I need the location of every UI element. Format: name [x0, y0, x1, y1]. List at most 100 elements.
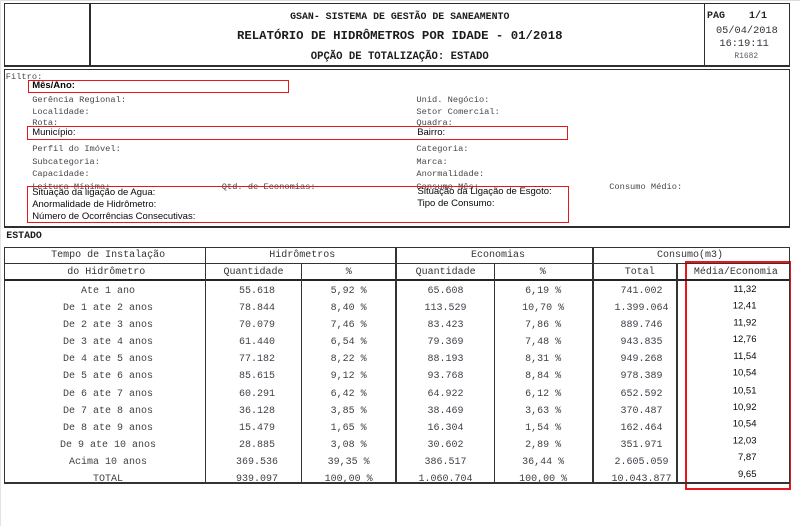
cell-hidrometros-quantidade: 15.479: [238, 422, 275, 434]
cell-economias-percentual: 3,63 %: [525, 405, 562, 417]
col-header-economias: Economias: [470, 250, 525, 261]
cell-media-economia: 10,54: [732, 367, 757, 379]
cell-media-economia: 7,87: [738, 452, 757, 464]
filter-label-situacao-esgoto: Situação da Ligação de Esgoto:: [417, 186, 552, 198]
cell-consumo-total: 889.746: [620, 320, 663, 332]
cell-media-economia: 11,54: [733, 351, 757, 363]
annotation-box-media-economia: [684, 261, 792, 490]
cell-hidrometros-percentual: 7,46 %: [330, 320, 367, 332]
cell-hidrometros-quantidade: 939.097: [235, 474, 278, 486]
filter-label-bairro: Bairro:: [417, 127, 446, 139]
cell-tempo-instalacao: De 9 ate 10 anos: [59, 439, 156, 451]
cell-tempo-instalacao: De 2 ate 3 anos: [62, 320, 153, 332]
table-row: De 2 ate 3 anos 70.079 7,46 % 83.423 7,8…: [4, 317, 790, 334]
report-date: 05/04/2018: [716, 25, 778, 38]
cell-hidrometros-percentual: 9,12 %: [330, 371, 367, 383]
cell-hidrometros-quantidade: 36.128: [238, 405, 275, 417]
filter-label: Quadra:: [416, 118, 453, 129]
table-row: De 5 ate 6 anos 85.615 9,12 % 93.768 8,8…: [4, 368, 790, 385]
filter-left-column: Gerência Regional: Localidade: Rota: Perfil…: [32, 94, 412, 193]
cell-tempo-instalacao: De 4 ate 5 anos: [62, 354, 153, 366]
cell-hidrometros-quantidade: 77.182: [238, 354, 275, 366]
filter-box: [4, 68, 790, 229]
cell-hidrometros-quantidade: 70.079: [238, 320, 275, 332]
filter-label-consumo-medio: Consumo Médio:: [609, 181, 683, 192]
cell-economias-quantidade: 65.608: [427, 285, 464, 297]
filter-label: Perfil do Imóvel:: [32, 144, 121, 155]
filter-label: Marca:: [416, 156, 448, 167]
table-row: TOTAL 939.097 100,00 % 1.060.704 100,00 …: [4, 469, 790, 488]
cell-hidrometros-percentual: 8,22 %: [330, 354, 367, 366]
table-divider-2: [300, 263, 303, 484]
col-header-media-economia: Média/Economia: [693, 267, 778, 279]
table-divider-4: [494, 263, 496, 484]
cell-economias-quantidade: 38.469: [427, 405, 464, 417]
cell-economias-percentual: 1,54 %: [525, 422, 562, 434]
table-divider-1: [205, 246, 207, 484]
col-header-e-pct: %: [539, 267, 546, 279]
cell-media-economia: 11,32: [733, 283, 757, 295]
report-title: RELATÓRIO DE HIDRÔMETROS POR IDADE - 01/…: [236, 28, 563, 43]
filter-label: Unid. Negócio:: [416, 94, 490, 105]
cell-consumo-total: 943.835: [620, 337, 663, 349]
cell-hidrometros-quantidade: 369.536: [235, 456, 278, 468]
cell-media-economia: 12,03: [732, 435, 757, 447]
page-left-edge: [0, 0, 1, 526]
table-border-bottom: [4, 482, 790, 484]
cell-consumo-total: 1.399.064: [614, 302, 669, 314]
cell-media-economia: 10,92: [732, 401, 757, 413]
cell-economias-quantidade: 1.060.704: [418, 474, 473, 486]
cell-economias-quantidade: 79.369: [427, 337, 464, 349]
cell-consumo-total: 10.043.877: [611, 474, 672, 486]
cell-consumo-total: 351.971: [620, 439, 663, 451]
cell-hidrometros-percentual: 3,08 %: [330, 439, 367, 451]
cell-hidrometros-percentual: 5,92 %: [330, 285, 367, 297]
cell-economias-percentual: 10,70 %: [522, 302, 565, 314]
cell-consumo-total: 741.002: [620, 285, 663, 297]
cell-media-economia: 9,65: [738, 468, 757, 480]
table-header-separator: [4, 263, 790, 265]
cell-hidrometros-percentual: 8,40 %: [330, 302, 367, 314]
cell-hidrometros-quantidade: 85.615: [238, 371, 275, 383]
cell-economias-quantidade: 64.922: [427, 388, 464, 400]
cell-economias-percentual: 100,00 %: [519, 474, 568, 486]
cell-media-economia: 10,51: [732, 384, 757, 396]
table-row: De 9 ate 10 anos 28.885 3,08 % 30.602 2,…: [4, 435, 790, 454]
filter-label: Gerência Regional:: [32, 94, 127, 105]
cell-hidrometros-percentual: 3,85 %: [330, 405, 367, 417]
col-header-do-hidrometro: do Hidrômetro: [67, 267, 146, 279]
report-header-box: [4, 2, 790, 68]
cell-hidrometros-percentual: 100,00 %: [324, 474, 373, 486]
filter-label-tipo-consumo: Tipo de Consumo:: [417, 198, 495, 209]
cell-tempo-instalacao: De 6 ate 7 anos: [62, 388, 153, 400]
system-title: GSAN- SISTEMA DE GESTÃO DE SANEAMENTO: [290, 11, 510, 22]
section-label: ESTADO: [6, 230, 42, 242]
cell-tempo-instalacao: De 8 ate 9 anos: [62, 422, 153, 434]
cell-economias-percentual: 7,86 %: [525, 320, 562, 332]
cell-economias-percentual: 6,12 %: [525, 388, 562, 400]
cell-hidrometros-percentual: 39,35 %: [327, 456, 370, 468]
cell-tempo-instalacao: TOTAL: [92, 474, 123, 486]
filter-title: Filtro:: [5, 72, 43, 83]
filter-label-ocorrencias: Número de Ocorrências Consecutivas:: [32, 211, 196, 223]
report-code: R1682: [734, 52, 759, 62]
filter-label-mes-ano: Mês/Ano:: [32, 79, 75, 91]
cell-economias-quantidade: 88.193: [427, 354, 464, 366]
cell-economias-quantidade: 93.768: [427, 371, 464, 383]
table-border-right: [788, 246, 791, 484]
cell-economias-percentual: 2,89 %: [525, 439, 562, 451]
filter-right-column: Unid. Negócio: Setor Comercial: Quadra: Cat…: [416, 94, 796, 193]
filter-label: Rota:: [32, 118, 59, 129]
table-divider-6: [676, 263, 678, 484]
col-header-h-pct: %: [345, 267, 352, 279]
table-border-left: [4, 246, 6, 484]
cell-hidrometros-percentual: 6,54 %: [330, 337, 367, 349]
cell-economias-quantidade: 30.602: [427, 439, 464, 451]
cell-tempo-instalacao: Ate 1 ano: [80, 285, 135, 297]
annotation-box-situacao-filters: [27, 186, 569, 224]
cell-economias-quantidade: 83.423: [427, 320, 464, 332]
cell-economias-percentual: 6,19 %: [525, 285, 562, 297]
filter-label: Anormalidade:: [416, 169, 485, 180]
cell-hidrometros-quantidade: 61.440: [238, 337, 275, 349]
